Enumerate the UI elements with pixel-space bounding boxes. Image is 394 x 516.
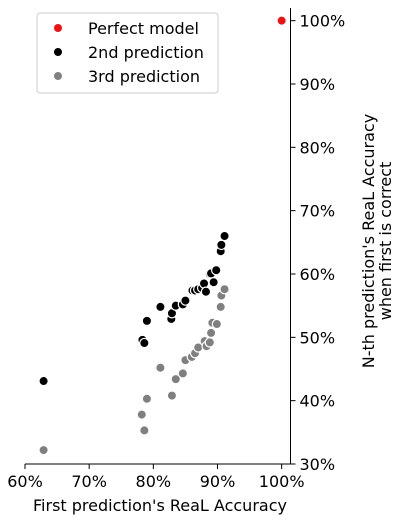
legend-marker <box>52 46 64 58</box>
x-axis-label: First prediction's ReaL Accuracy <box>33 496 287 515</box>
point-3rd-prediction <box>155 362 166 373</box>
plot-area <box>38 15 287 456</box>
point-3rd-prediction <box>141 393 153 404</box>
legend-marker <box>52 22 64 34</box>
point-3rd-prediction <box>139 425 150 436</box>
point-3rd-prediction <box>205 327 217 339</box>
y-tick-label: 100% <box>300 12 346 31</box>
point-3rd-prediction <box>170 373 181 385</box>
point-2nd-prediction <box>200 286 212 297</box>
point-3rd-prediction <box>219 284 230 295</box>
point-2nd-prediction <box>219 230 230 242</box>
y-axis-label: N-th prediction's ReaL Accuracy when fir… <box>359 114 394 368</box>
legend-label: Perfect model <box>88 19 199 38</box>
y-axis-label-line-1: N-th prediction's ReaL Accuracy <box>359 114 378 368</box>
point-perfect-model <box>276 15 287 26</box>
point-3rd-prediction <box>215 301 226 313</box>
x-tick-label: 60% <box>7 472 43 491</box>
y-tick-label: 30% <box>300 455 336 474</box>
point-2nd-prediction <box>180 295 191 306</box>
y-tick-label: 90% <box>300 75 336 94</box>
point-3rd-prediction <box>38 444 49 456</box>
legend-label: 3rd prediction <box>88 67 200 86</box>
y-tick-label: 70% <box>300 202 336 221</box>
point-2nd-prediction <box>38 375 49 387</box>
point-3rd-prediction <box>204 337 215 348</box>
point-2nd-prediction <box>208 277 219 288</box>
legend-box <box>36 12 219 94</box>
y-tick-label: 60% <box>300 265 336 284</box>
point-2nd-prediction <box>141 315 153 327</box>
point-2nd-prediction <box>155 301 166 313</box>
x-tick-label: 80% <box>136 472 172 491</box>
x-tick-label: 90% <box>200 472 236 491</box>
point-3rd-prediction <box>211 318 223 330</box>
x-tick-label: 70% <box>71 472 107 491</box>
legend-marker <box>52 70 64 82</box>
point-2nd-prediction <box>211 265 222 276</box>
legend: Perfect model 2nd prediction 3rd predictio… <box>36 12 219 94</box>
y-axis-ticks: 30% 40% 50% 60% 70% 80% 90% 100% <box>290 12 346 474</box>
point-2nd-prediction <box>216 239 227 251</box>
point-3rd-prediction <box>136 409 147 420</box>
y-tick-label: 40% <box>300 392 336 411</box>
x-tick-label: 100% <box>259 472 305 491</box>
x-axis-ticks: 60% 70% 80% 90% 100% <box>7 464 305 491</box>
point-3rd-prediction <box>177 368 189 379</box>
legend-label: 2nd prediction <box>88 43 204 62</box>
y-tick-label: 80% <box>300 138 336 157</box>
y-tick-label: 50% <box>300 328 336 347</box>
point-2nd-prediction <box>139 337 150 349</box>
point-3rd-prediction <box>166 390 178 401</box>
y-axis-label-line-2: when first is correct <box>376 162 394 321</box>
